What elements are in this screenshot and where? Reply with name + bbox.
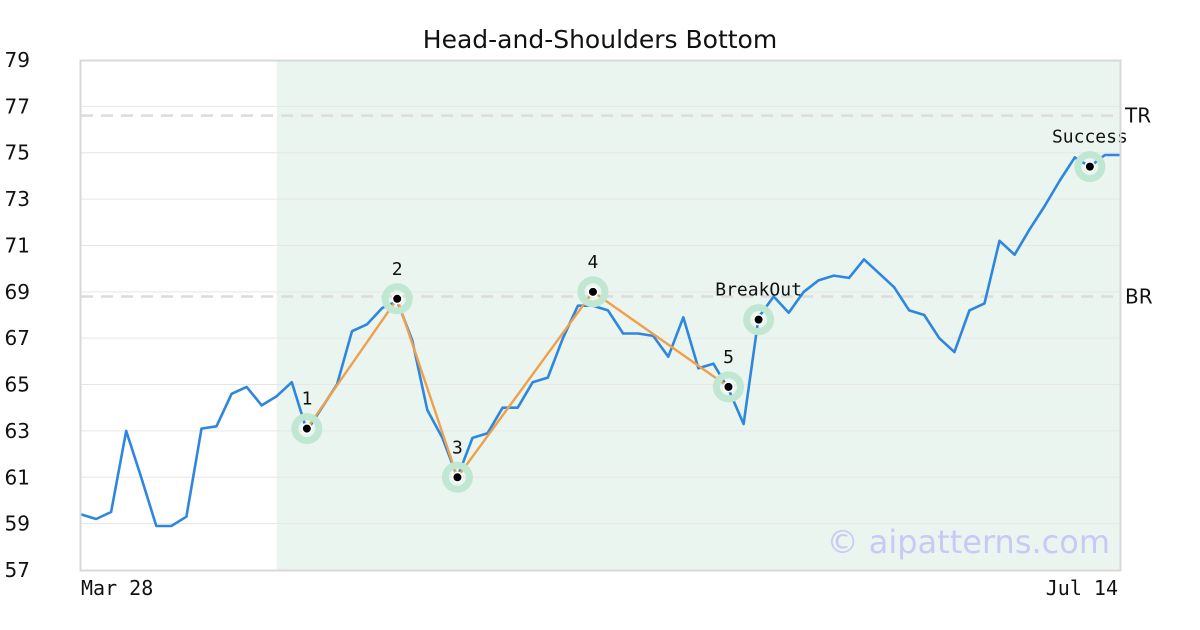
y-tick-label: 69 [5,280,30,304]
ref-label-br: BR [1125,284,1153,308]
y-tick-label: 67 [5,326,30,350]
price-line [80,153,1120,528]
grid-lines [81,59,1120,571]
plot-frame [79,59,1122,572]
ref-label-tr: TR [1124,104,1151,128]
y-tick-label: 65 [5,373,30,397]
marker-dot [1084,161,1096,173]
pattern-point-label: 4 [588,252,599,273]
chart-title: Head-and-Shoulders Bottom [423,25,777,54]
marker-halo [712,371,744,403]
marker-dot [722,381,735,393]
y-tick-label: 75 [5,141,30,165]
y-tick-label: 77 [5,94,30,118]
y-tick-label: 79 [5,48,30,72]
x-tick-label: Jul 14 [1046,576,1118,600]
y-tick-label: 57 [5,558,30,582]
marker-dot [587,286,599,298]
marker-dot [301,422,313,435]
pattern-point-label: 3 [452,437,463,458]
marker-halo [577,276,609,308]
y-axis: 57 59 61 63 65 67 69 71 73 75 77 79 [5,48,30,582]
marker-dot [451,471,464,483]
marker-halo [743,304,775,336]
marker-dot [753,314,765,326]
pattern-point-label: 2 [392,259,403,280]
reference-lines: TR BR [81,104,1153,308]
marker-halo [441,461,473,493]
y-tick-label: 63 [5,419,30,443]
watermark: © aipatterns.com [827,523,1110,561]
pattern-markers: 1 2 3 4 5 BreakOut Success [291,127,1128,493]
marker-halo [381,283,413,315]
y-tick-label: 73 [5,187,30,211]
y-tick-label: 71 [5,233,30,257]
pattern-point-label: 5 [723,347,734,368]
event-label: BreakOut [715,280,802,301]
y-tick-label: 59 [5,512,30,536]
pattern-point-label: 1 [301,389,312,410]
marker-halo [1074,151,1106,183]
x-axis: Mar 28 Jul 14 [81,576,1118,600]
x-tick-label: Mar 28 [81,576,153,600]
marker-halo [291,413,323,445]
event-label: Success [1052,127,1128,148]
y-tick-label: 61 [5,465,30,489]
pattern-region [276,60,1120,570]
marker-dot [391,293,403,305]
